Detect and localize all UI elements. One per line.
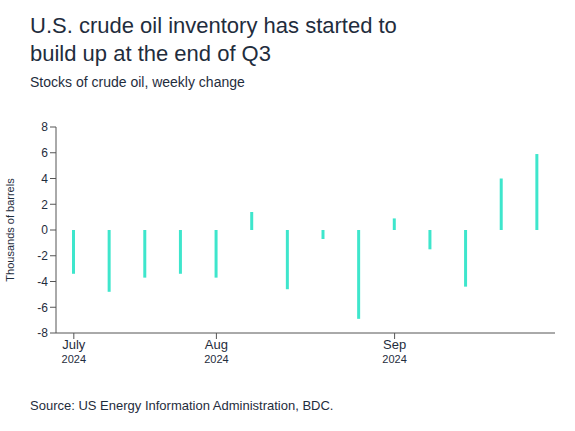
svg-text:6: 6 xyxy=(41,146,48,160)
svg-text:-8: -8 xyxy=(37,326,48,340)
svg-text:Sep2024: Sep2024 xyxy=(382,337,406,365)
svg-text:-6: -6 xyxy=(37,301,48,315)
svg-text:0: 0 xyxy=(41,223,48,237)
svg-text:-2: -2 xyxy=(37,249,48,263)
svg-text:Thousands of barrels: Thousands of barrels xyxy=(8,178,16,282)
html-text:Source: US Energy Information: Source: US Energy Information Administra… xyxy=(30,398,334,413)
svg-text:4: 4 xyxy=(41,172,48,186)
svg-text:2: 2 xyxy=(41,198,48,212)
svg-text:Aug2024: Aug2024 xyxy=(204,337,228,365)
html-text:Stocks of crude oil, weekly ch: Stocks of crude oil, weekly change xyxy=(30,74,245,90)
svg-text:-4: -4 xyxy=(37,275,48,289)
html-text:U.S. crude oil inventory has s: U.S. crude oil inventory has started to … xyxy=(30,13,397,66)
svg-text:8: 8 xyxy=(41,120,48,134)
svg-text:July2024: July2024 xyxy=(62,337,86,365)
